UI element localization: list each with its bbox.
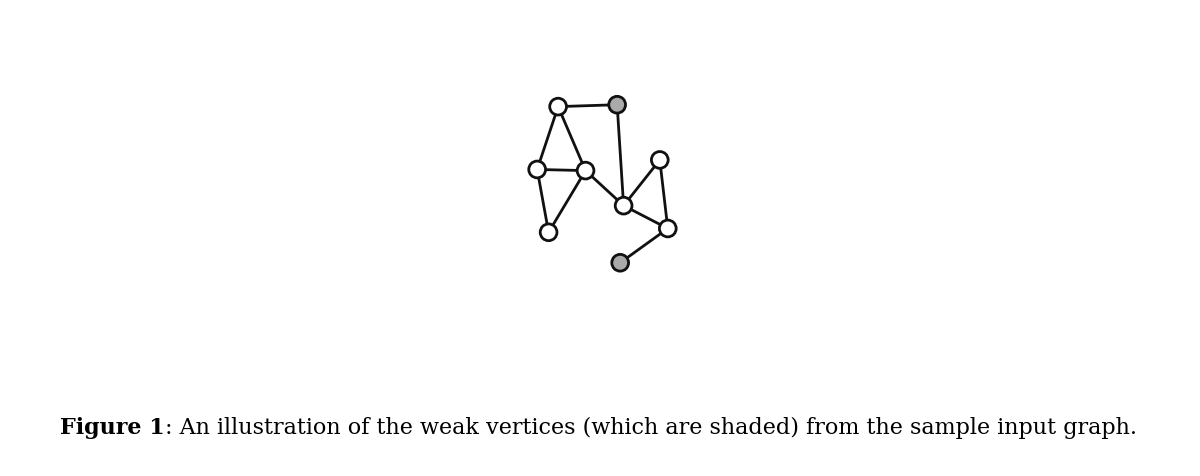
- Circle shape: [652, 151, 668, 169]
- Circle shape: [577, 162, 594, 179]
- Circle shape: [540, 224, 557, 241]
- Text: : An illustration of the weak vertices (which are shaded) from the sample input : : An illustration of the weak vertices (…: [164, 417, 1136, 439]
- Circle shape: [616, 197, 632, 214]
- Circle shape: [612, 254, 629, 271]
- Text: Figure 1: Figure 1: [60, 417, 164, 439]
- Circle shape: [529, 161, 546, 178]
- Circle shape: [550, 98, 566, 115]
- Circle shape: [660, 220, 676, 237]
- Circle shape: [608, 96, 625, 113]
